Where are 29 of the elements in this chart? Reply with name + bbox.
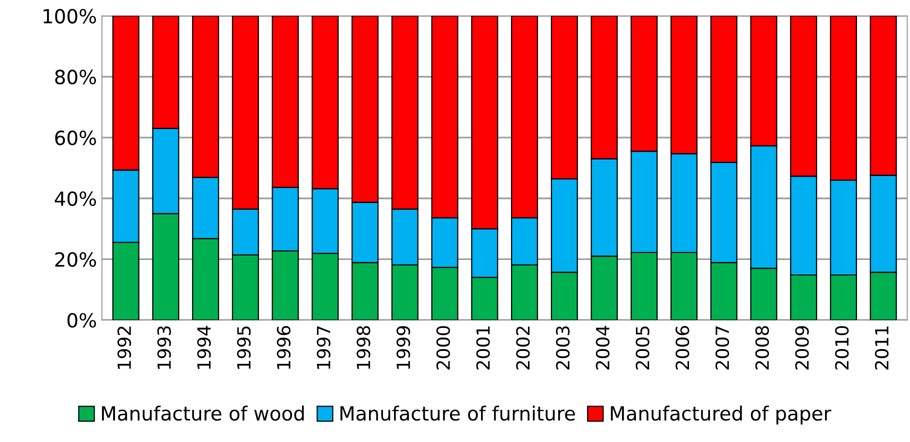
x-tick-label: 2011 <box>874 326 889 370</box>
x-tick-label: 1998 <box>356 326 370 369</box>
x-tick-label: 2002 <box>516 326 530 370</box>
x-tick-label: 2001 <box>476 326 490 370</box>
x-tick-label: 2006 <box>676 326 690 370</box>
legend-label: Manufacture of furniture <box>340 406 575 421</box>
x-tick-label: 1999 <box>396 326 410 369</box>
y-tick-label: 60% <box>55 130 96 146</box>
y-tick-label: 80% <box>55 70 96 84</box>
x-tick-label: 2008 <box>755 326 769 370</box>
legend-label: Manufactured of paper <box>610 406 832 424</box>
x-tick-label: 2010 <box>835 326 849 370</box>
y-tick-label: 0% <box>67 312 96 328</box>
x-tick-label: 2009 <box>795 326 809 370</box>
y-tick-label: 100% <box>44 8 96 24</box>
y-tick-label: 20% <box>55 252 96 267</box>
x-tick-label: 1995 <box>237 326 251 369</box>
x-tick-label: 2004 <box>596 326 610 370</box>
x-tick-label: 1992 <box>117 326 132 369</box>
x-tick-label: 2003 <box>556 326 570 370</box>
x-tick-label: 1996 <box>276 326 291 369</box>
x-tick-label: 1993 <box>157 326 171 369</box>
x-tick-label: 2005 <box>636 326 650 370</box>
x-tick-label: 1994 <box>197 326 211 369</box>
y-tick-label: 40% <box>54 191 96 206</box>
legend-label: Manufacture of wood <box>102 406 304 421</box>
x-tick-label: 1997 <box>316 326 330 369</box>
x-tick-label: 2007 <box>715 326 730 370</box>
x-tick-label: 2000 <box>436 326 450 370</box>
